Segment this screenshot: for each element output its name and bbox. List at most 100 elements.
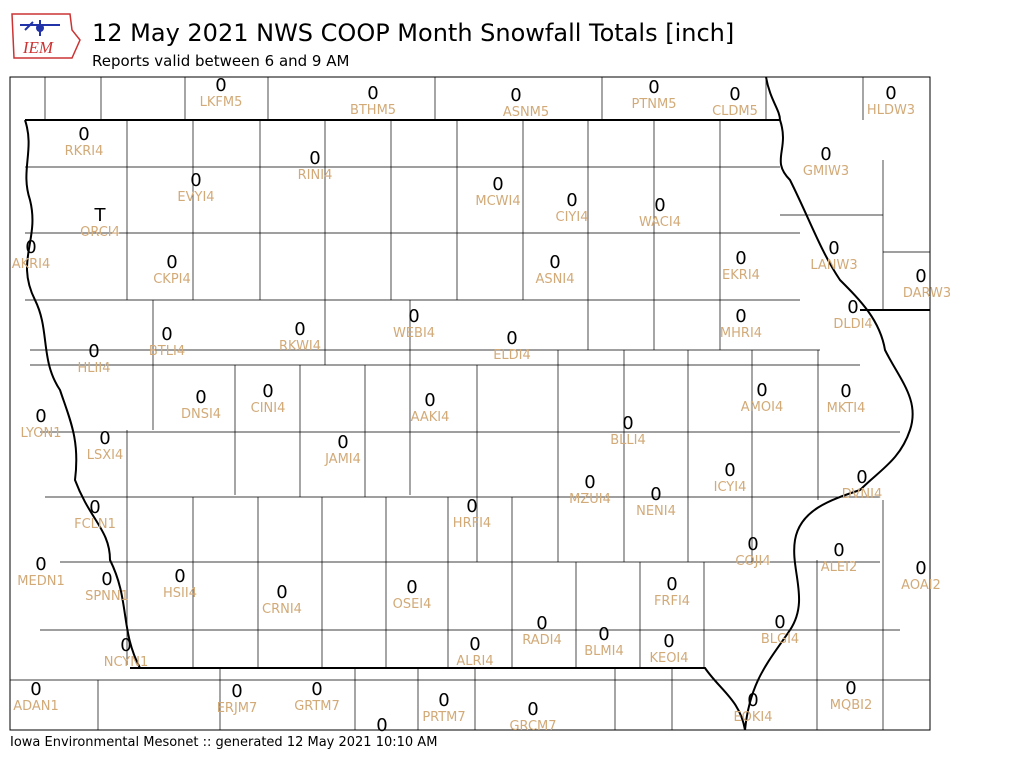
station-id: BTLI4 (149, 344, 185, 359)
station-value: 0 (376, 715, 387, 736)
station-value: 0 (622, 413, 633, 434)
station-value: 0 (584, 472, 595, 493)
station-id: OSEI4 (393, 597, 432, 612)
station-value: 0 (666, 574, 677, 595)
station-value: 0 (190, 170, 201, 191)
station-id: MQBI2 (830, 698, 872, 713)
station-id: JAMI4 (324, 452, 361, 467)
station-value: 0 (438, 690, 449, 711)
station-id: HRFI4 (453, 516, 491, 531)
station-value: 0 (309, 148, 320, 169)
station-id: MKTI4 (827, 401, 866, 416)
station-value: 0 (294, 319, 305, 340)
station-id: ICYI4 (714, 480, 747, 495)
subtitle: Reports valid between 6 and 9 AM (92, 52, 349, 70)
station-value: 0 (915, 266, 926, 287)
station-value: 0 (25, 237, 36, 258)
title: 12 May 2021 NWS COOP Month Snowfall Tota… (92, 19, 734, 47)
station-value: 0 (915, 558, 926, 579)
station-value: 0 (885, 83, 896, 104)
station-id: MZUI4 (569, 492, 611, 507)
station-id: PRTM7 (422, 710, 465, 725)
station-id: CIYI4 (556, 210, 589, 225)
station-value: 0 (166, 252, 177, 273)
station-value: 0 (598, 624, 609, 645)
station-value: 0 (566, 190, 577, 211)
station-value: 0 (856, 467, 867, 488)
station-id: BLGI4 (761, 632, 799, 647)
station-id: AAKI4 (411, 410, 450, 425)
station-value: 0 (78, 124, 89, 145)
station-value: 0 (735, 306, 746, 327)
station-value: 0 (549, 252, 560, 273)
station-value: 0 (735, 248, 746, 269)
station-value: 0 (650, 484, 661, 505)
station-id: DLDI4 (833, 317, 872, 332)
station-id: NENI4 (636, 504, 676, 519)
station-id: AMOI4 (741, 400, 783, 415)
station-value: 0 (847, 297, 858, 318)
station-id: HSII4 (163, 586, 197, 601)
station-id: MEDN1 (17, 574, 64, 589)
station-id: BLLI4 (610, 433, 646, 448)
station-id: GRCM7 (509, 719, 556, 734)
station-id: HLDW3 (867, 103, 915, 118)
station-id: DARW3 (903, 286, 951, 301)
station-id: EOKI4 (733, 710, 772, 725)
station-id: HLII4 (78, 361, 111, 376)
station-id: PTNM5 (632, 97, 677, 112)
station-id: MHRI4 (720, 326, 762, 341)
station-id: RADI4 (522, 633, 562, 648)
station-value: 0 (406, 577, 417, 598)
station-id: ELDI4 (493, 348, 531, 363)
footer: Iowa Environmental Mesonet :: generated … (10, 735, 437, 750)
map-lines (9, 76, 931, 731)
station-value: 0 (536, 613, 547, 634)
station-id: BLMI4 (584, 644, 623, 659)
station-value: 0 (648, 77, 659, 98)
station-id: EKRI4 (722, 268, 760, 283)
station-value: 0 (729, 84, 740, 105)
station-value: 0 (424, 390, 435, 411)
station-value: 0 (101, 569, 112, 590)
station-value: 0 (231, 681, 242, 702)
station-id: LYON1 (21, 426, 62, 441)
station-value: 0 (747, 690, 758, 711)
station-id: CKPI4 (153, 272, 191, 287)
station-id: ALEI2 (821, 560, 857, 575)
station-value: 0 (99, 428, 110, 449)
station-id: FRFI4 (654, 594, 690, 609)
station-value: T (94, 205, 107, 226)
station-value: 0 (845, 678, 856, 699)
station-id: NCYN1 (104, 655, 149, 670)
station-value: 0 (367, 83, 378, 104)
station-value: 0 (161, 324, 172, 345)
station-id: WACI4 (639, 215, 681, 230)
station-value: 0 (262, 381, 273, 402)
station-id: EVYI4 (177, 190, 214, 205)
station-id: ORCI4 (80, 225, 120, 240)
station-value: 0 (466, 496, 477, 517)
station-value: 0 (747, 534, 758, 555)
station-id: CRNI4 (262, 602, 302, 617)
station-id: FCLN1 (74, 517, 116, 532)
station-id: CLDM5 (712, 104, 758, 119)
station-value: 0 (510, 85, 521, 106)
station-id: AOAI2 (901, 578, 941, 593)
station-value: 0 (527, 699, 538, 720)
station-id: SPNN1 (85, 589, 129, 604)
station-value: 0 (828, 238, 839, 259)
station-id: COJI4 (735, 554, 770, 569)
station-value: 0 (35, 554, 46, 575)
station-id: ASNM5 (503, 105, 549, 120)
station-id: RKWI4 (279, 339, 321, 354)
station-value: 0 (840, 381, 851, 402)
station-id: LANW3 (810, 258, 857, 273)
station-id: ERJM7 (217, 701, 258, 716)
station-value: 0 (724, 460, 735, 481)
logo-text: IEM (22, 38, 54, 57)
station-value: 0 (311, 679, 322, 700)
station-id: ADAN1 (13, 699, 59, 714)
